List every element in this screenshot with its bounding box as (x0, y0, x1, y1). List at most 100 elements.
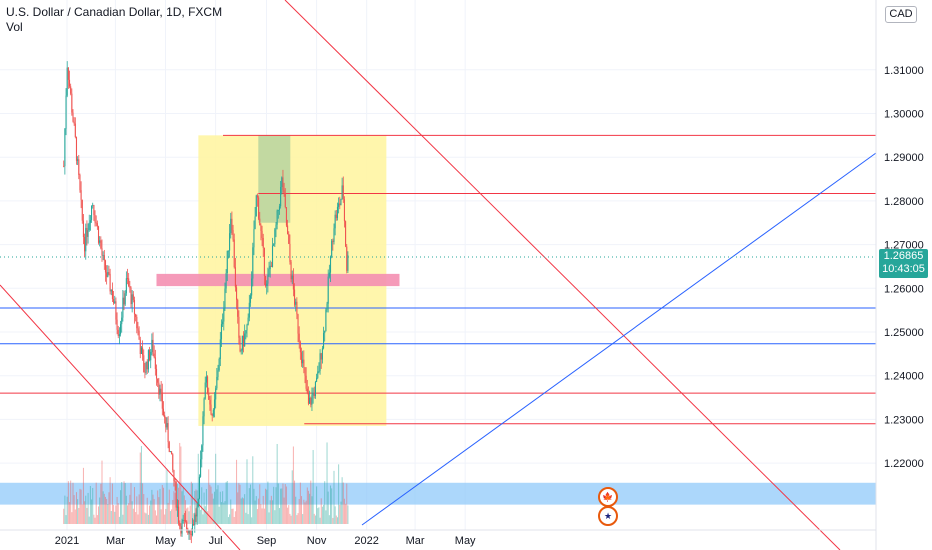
y-tick-label: 1.31000 (884, 65, 924, 77)
candle-body (248, 302, 250, 318)
candle-body (319, 353, 321, 372)
candle-body (87, 230, 89, 237)
volume-bar (341, 477, 343, 524)
volume-bar (153, 499, 155, 524)
volume-bar (231, 508, 233, 524)
volume-bar (136, 496, 138, 524)
volume-bar (216, 489, 218, 524)
candle-body (281, 177, 283, 188)
volume-bar (195, 489, 197, 524)
candle-body (333, 228, 335, 242)
volume-bar (113, 504, 115, 524)
volume-bar (276, 443, 278, 524)
us-flag-icon[interactable]: ★ (598, 506, 618, 526)
candle-body (217, 370, 219, 377)
candle-body (67, 67, 69, 80)
volume-bar (217, 485, 219, 524)
candle-body (172, 454, 174, 471)
candle-body (289, 243, 291, 262)
y-tick-label: 1.24000 (884, 371, 924, 383)
volume-bar (301, 496, 303, 524)
volume-bar (310, 480, 312, 524)
candle-body (154, 357, 156, 369)
volume-bar (268, 512, 270, 524)
volume-bar (208, 469, 210, 524)
volume-bar (267, 481, 269, 524)
volume-bar (99, 497, 101, 524)
volume-bar (259, 484, 261, 524)
candle-body (267, 274, 269, 284)
volume-bar (223, 502, 225, 524)
y-tick-label: 1.23000 (884, 414, 924, 426)
candle-body (226, 250, 228, 273)
candle-body (128, 278, 130, 286)
candle-body (184, 520, 187, 522)
candle-body (70, 86, 72, 94)
candle-body (72, 112, 74, 122)
candle-body (68, 79, 71, 87)
candle-body (317, 371, 319, 378)
volume-bar (304, 502, 306, 524)
candle-body (85, 227, 87, 252)
candle-body (241, 335, 243, 351)
candle-body (143, 355, 145, 373)
volume-indicator-label[interactable]: Vol (6, 20, 23, 34)
candle-body (316, 377, 318, 382)
candle-body (100, 240, 102, 249)
volume-bar (347, 505, 349, 524)
volume-bar (305, 500, 307, 524)
volume-bar (326, 442, 328, 524)
volume-bar (253, 488, 255, 524)
volume-bar (230, 499, 232, 524)
volume-bar (86, 507, 88, 524)
candle-body (212, 409, 214, 416)
volume-bar (75, 492, 77, 524)
candle-body (123, 297, 125, 305)
volume-bar (307, 490, 309, 524)
candle-body (93, 204, 95, 215)
candle-body (258, 197, 260, 219)
volume-bar (129, 494, 131, 524)
volume-bar (154, 510, 156, 524)
y-tick-label: 1.26000 (884, 283, 924, 295)
candle-body (197, 498, 199, 507)
candle-body (126, 278, 129, 279)
candle-body (215, 388, 217, 400)
volume-bar (74, 509, 76, 524)
candle-body (285, 207, 287, 226)
candle-body (256, 195, 258, 198)
volume-bar (334, 506, 336, 524)
candle-body (149, 350, 151, 361)
y-tick-label: 1.27000 (884, 240, 924, 252)
candle-body (225, 272, 227, 289)
candle-body (291, 275, 293, 280)
candle-body (288, 233, 290, 244)
candle-body (107, 272, 109, 277)
symbol-title[interactable]: U.S. Dollar / Canadian Dollar, 1D, FXCM (6, 5, 223, 19)
candle-body (328, 272, 330, 277)
candle-body (173, 470, 175, 482)
candle-body (336, 206, 339, 218)
candle-body (294, 289, 296, 305)
volume-bar (84, 501, 86, 524)
candle-body (271, 245, 274, 267)
canada-flag-icon[interactable]: 🍁 (598, 487, 618, 507)
candle-body (283, 190, 285, 193)
last-price-tag: 1.26865 10:43:05 (879, 249, 928, 278)
candle-body (326, 303, 328, 310)
volume-bar (174, 492, 176, 524)
volume-bar (319, 517, 321, 524)
volume-bar (288, 505, 290, 524)
volume-bar (295, 496, 297, 524)
volume-bar (145, 513, 147, 524)
volume-bar (312, 450, 314, 524)
candle-body (188, 530, 190, 534)
candle-body (297, 314, 299, 334)
candle-body (249, 295, 252, 303)
candle-body (213, 399, 216, 410)
candle-body (314, 381, 316, 397)
candle-body (131, 294, 133, 305)
volume-bar (263, 508, 265, 524)
currency-badge[interactable]: CAD (885, 6, 917, 23)
